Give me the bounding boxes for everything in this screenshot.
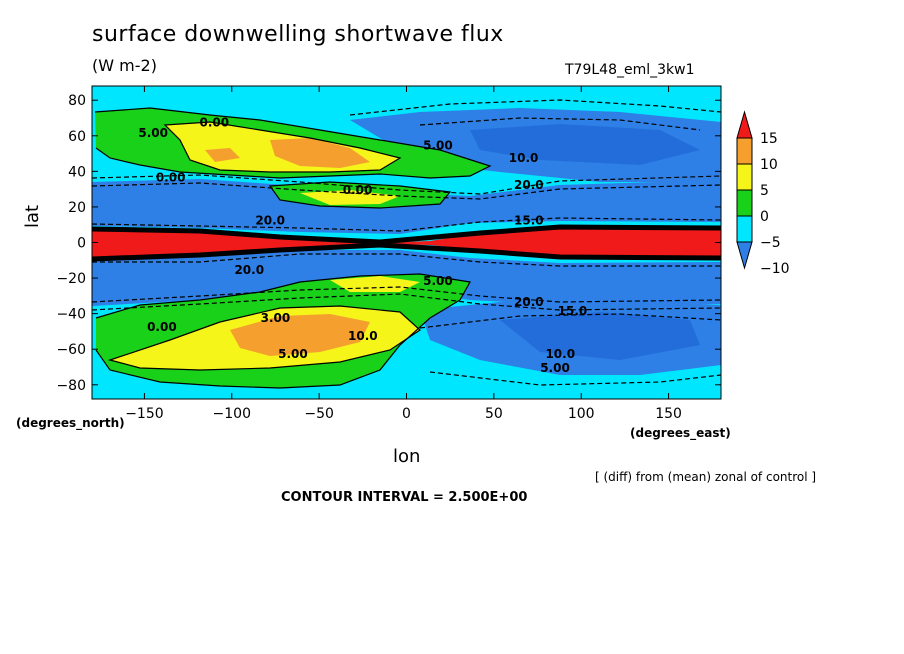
positive-contours [94,107,492,389]
x-axis-units: (degrees_east) [630,426,731,440]
contour-label: 5.00 [138,126,168,140]
y-axis-units: (degrees_north) [16,416,125,430]
nh-orange-small [205,148,240,162]
contour-label: 10.0 [348,329,378,343]
x-tick-label: 50 [485,406,503,422]
negative-contours [92,99,721,386]
y-tick-label: 20 [68,200,86,216]
colorbar-segment [736,215,753,243]
colorbar-label: 5 [760,183,769,199]
x-tick-label: −50 [304,406,334,422]
colorbar-top-arrow [736,110,753,139]
colorbar-segment [736,163,753,191]
difference-note: [ (diff) from (mean) zonal of control ] [595,470,817,484]
contour-label: 3.00 [261,311,291,325]
colorbar-label: −10 [760,261,790,277]
contour-label: 5.00 [423,274,453,288]
nh-orange-core [270,138,370,168]
equatorial-contour-line [92,224,721,262]
colorbar-label: 0 [760,209,769,225]
y-axis: −80 −60 −40 −20 0 20 40 60 80 [56,93,721,394]
se-deep-negative [500,312,700,360]
colorbar: 15 10 5 0 −5 −10 [736,110,790,277]
ne-deep-negative [470,124,700,165]
y-tick-label: −40 [56,307,86,323]
y-tick-label: 60 [68,129,86,145]
contour-interval: CONTOUR INTERVAL = 2.500E+00 [281,490,528,505]
contour-label: 5.00 [540,361,570,375]
colorbar-label: 10 [760,157,778,173]
contour-label: 0.00 [147,320,177,334]
contour-label: 5.00 [423,139,453,153]
x-tick-label: 150 [655,406,682,422]
contour-label: 0.00 [343,183,373,197]
x-tick-label: −100 [213,406,251,422]
x-tick-label: 0 [402,406,411,422]
contour-label: 20.0 [255,213,285,227]
y-tick-label: 40 [68,164,86,180]
y-tick-label: −60 [56,342,86,358]
run-label: T79L48_eml_3kw1 [565,62,695,78]
sh-orange-core [230,314,370,356]
nh-yellow-subtropic [300,190,400,205]
y-tick-label: 80 [68,93,86,109]
x-axis-title: lon [393,446,421,467]
colorbar-bottom-arrow [736,241,753,270]
contour-label: 20.0 [514,178,544,192]
contour-label: 10.0 [545,347,575,361]
x-tick-label: 100 [568,406,595,422]
colorbar-segment [736,189,753,217]
contour-label: 0.00 [200,116,230,130]
contour-label: 10.0 [509,151,539,165]
x-axis: −150 −100 −50 0 50 100 150 [125,86,682,422]
y-tick-label: −20 [56,271,86,287]
chart-units: (W m-2) [92,56,157,75]
colorbar-segment [736,137,753,165]
y-tick-label: −80 [56,378,86,394]
colorbar-label: 15 [760,131,778,147]
contour-label: 20.0 [234,263,264,277]
contour-label: 15.0 [558,304,588,318]
contour-label: 15.0 [514,213,544,227]
chart-title: surface downwelling shortwave flux [92,22,504,47]
x-tick-label: −150 [125,406,163,422]
contour-label: 5.00 [278,347,308,361]
contour-label: 0.00 [156,171,186,185]
colorbar-label: −5 [760,235,781,251]
y-tick-label: 0 [77,236,86,252]
contour-label: 20.0 [514,295,544,309]
